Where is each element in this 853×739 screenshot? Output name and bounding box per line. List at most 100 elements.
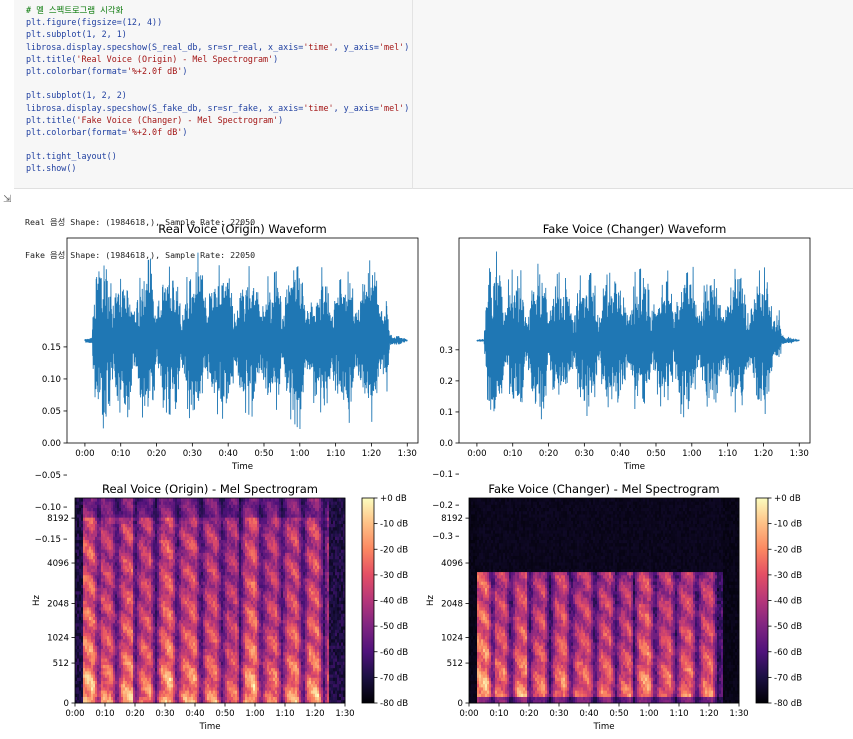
spectrogram-cell	[85, 674, 88, 678]
spectrogram-cell	[85, 523, 88, 528]
spectrogram-cell	[91, 645, 94, 649]
spectrogram-cell	[93, 542, 96, 547]
spectrogram-cell	[89, 622, 92, 627]
y-tick-label: 0.10	[42, 375, 61, 385]
spectrogram-cell	[93, 622, 96, 627]
spectrogram-cell	[83, 555, 86, 560]
spectrogram-cell	[93, 658, 96, 662]
spectrogram-cell	[83, 546, 86, 550]
x-tick-label: 0:00	[75, 449, 94, 459]
y-tick-label: −0.10	[35, 503, 61, 513]
spectrogram-cell	[75, 690, 78, 694]
spectrogram-cell	[83, 498, 86, 502]
spectrogram-cell	[77, 517, 80, 521]
spectrogram-cell	[93, 552, 96, 557]
spectrogram-cell	[83, 584, 86, 589]
spectrogram-cell	[93, 686, 96, 691]
spectrogram-cell	[83, 610, 86, 614]
spectrogram-cell	[83, 526, 86, 531]
waveform-line	[476, 251, 800, 420]
spectrogram-cell	[91, 517, 94, 521]
spectrogram-cell	[83, 571, 86, 576]
spectrogram-cell	[93, 581, 96, 585]
spectrogram-cell	[93, 629, 96, 633]
x-tick-label: 0:10	[111, 449, 130, 459]
spectrogram-cell	[75, 619, 78, 624]
code-token: plt.colorbar(format=	[26, 126, 127, 137]
spectrogram-cell	[87, 635, 90, 640]
spectrogram-cell	[81, 549, 84, 553]
spectrogram-cell	[93, 549, 96, 553]
spectrogram-cell	[89, 562, 92, 566]
spectrogram-cell	[91, 642, 94, 646]
spectrogram-cell	[81, 610, 84, 614]
x-tick-label: 0:30	[183, 449, 202, 459]
spectrogram-cell	[91, 616, 94, 621]
spectrogram-cell	[75, 523, 78, 528]
spectrogram-cell	[83, 562, 86, 566]
spectrogram-cell	[91, 610, 94, 614]
spectrogram-cell	[87, 558, 90, 563]
spectrogram-cell	[77, 533, 80, 537]
spectrogram-cell	[79, 626, 82, 630]
spectrogram-cell	[81, 542, 84, 547]
code-editor[interactable]: # 멜 스펙트로그램 시각화 plt.figure(figsize=(12, 4)…	[26, 4, 409, 175]
spectrogram-cell	[81, 536, 84, 541]
spectrogram-cell	[79, 638, 82, 643]
spectrogram-cell	[83, 616, 86, 621]
spectrogram-cell	[75, 581, 78, 585]
spectrogram-cell	[81, 581, 84, 585]
spectrogram-cell	[81, 555, 84, 560]
spectrogram-cell	[91, 635, 94, 640]
spectrogram-cell	[83, 603, 86, 608]
output-toggle-icon[interactable]: ⇲	[3, 194, 12, 205]
y-tick-label: 0.05	[42, 407, 61, 417]
spectrogram-cell	[87, 645, 90, 649]
spectrogram-cell	[77, 514, 80, 518]
spectrogram-cell	[89, 616, 92, 621]
spectrogram-cell	[93, 507, 96, 512]
spectrogram-cell	[85, 584, 88, 589]
spectrogram-cell	[79, 533, 82, 537]
spectrogram-cell	[83, 632, 86, 637]
spectrogram-cell	[79, 610, 82, 614]
spectrogram-cell	[81, 552, 84, 557]
code-cell[interactable]: # 멜 스펙트로그램 시각화 plt.figure(figsize=(12, 4)…	[14, 0, 853, 189]
spectrogram-cell	[81, 696, 84, 701]
spectrogram-cell	[87, 565, 90, 569]
spectrogram-cell	[83, 594, 86, 598]
spectrogram-cell	[79, 603, 82, 608]
spectrogram-cell	[79, 654, 82, 659]
spectrogram-cell	[77, 574, 80, 579]
spectrogram-cell	[77, 555, 80, 560]
axes-frame	[458, 237, 811, 444]
spectrogram-cell	[87, 619, 90, 624]
x-tick-label: 0:40	[219, 449, 238, 459]
spectrogram-cell	[87, 587, 90, 592]
y-tick-label: 0.2	[439, 377, 453, 387]
y-tick-label: 0.15	[42, 343, 61, 353]
spectrogram-cell	[91, 674, 94, 678]
spectrogram-cell	[87, 613, 90, 617]
spectrogram-cell	[83, 674, 86, 678]
spectrogram-cell	[81, 686, 84, 691]
spectrogram-cell	[93, 616, 96, 621]
spectrogram-cell	[91, 667, 94, 672]
spectrogram-cell	[87, 648, 90, 653]
spectrogram-cell	[91, 507, 94, 512]
spectrogram-cell	[87, 616, 90, 621]
spectrogram-cell	[83, 635, 86, 640]
spectrogram-cell	[75, 661, 78, 665]
spectrogram-cell	[87, 600, 90, 605]
spectrogram-cell	[75, 590, 78, 595]
spectrogram-cell	[87, 670, 90, 675]
spectrogram-cell	[75, 693, 78, 697]
spectrogram-cell	[81, 606, 84, 611]
spectrogram-cell	[75, 526, 78, 531]
spectrogram-cell	[77, 501, 80, 505]
code-cell-divider	[412, 0, 413, 189]
spectrogram-cell	[87, 578, 90, 582]
spectrogram-cell	[87, 642, 90, 646]
spectrogram-cell	[81, 565, 84, 569]
spectrogram-cell	[79, 510, 82, 515]
